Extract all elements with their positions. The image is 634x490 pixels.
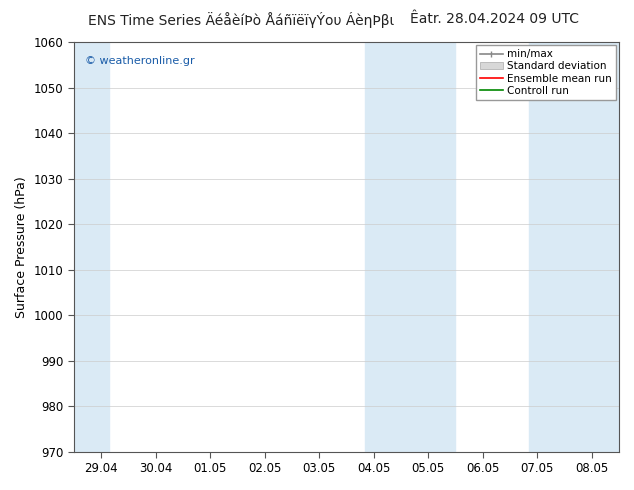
Bar [365,42,455,452]
Legend: min/max, Standard deviation, Ensemble mean run, Controll run: min/max, Standard deviation, Ensemble me… [476,45,616,100]
Text: Êatr. 28.04.2024 09 UTC: Êatr. 28.04.2024 09 UTC [410,12,579,26]
Text: © weatheronline.gr: © weatheronline.gr [84,56,194,66]
Bar [529,42,619,452]
Y-axis label: Surface Pressure (hPa): Surface Pressure (hPa) [15,176,28,318]
Bar [74,42,109,452]
Text: ENS Time Series ÄéåèíÞò ÅáñïëïγÝου ÁèηÞβι: ENS Time Series ÄéåèíÞò ÅáñïëïγÝου ÁèηÞβ… [88,12,394,28]
